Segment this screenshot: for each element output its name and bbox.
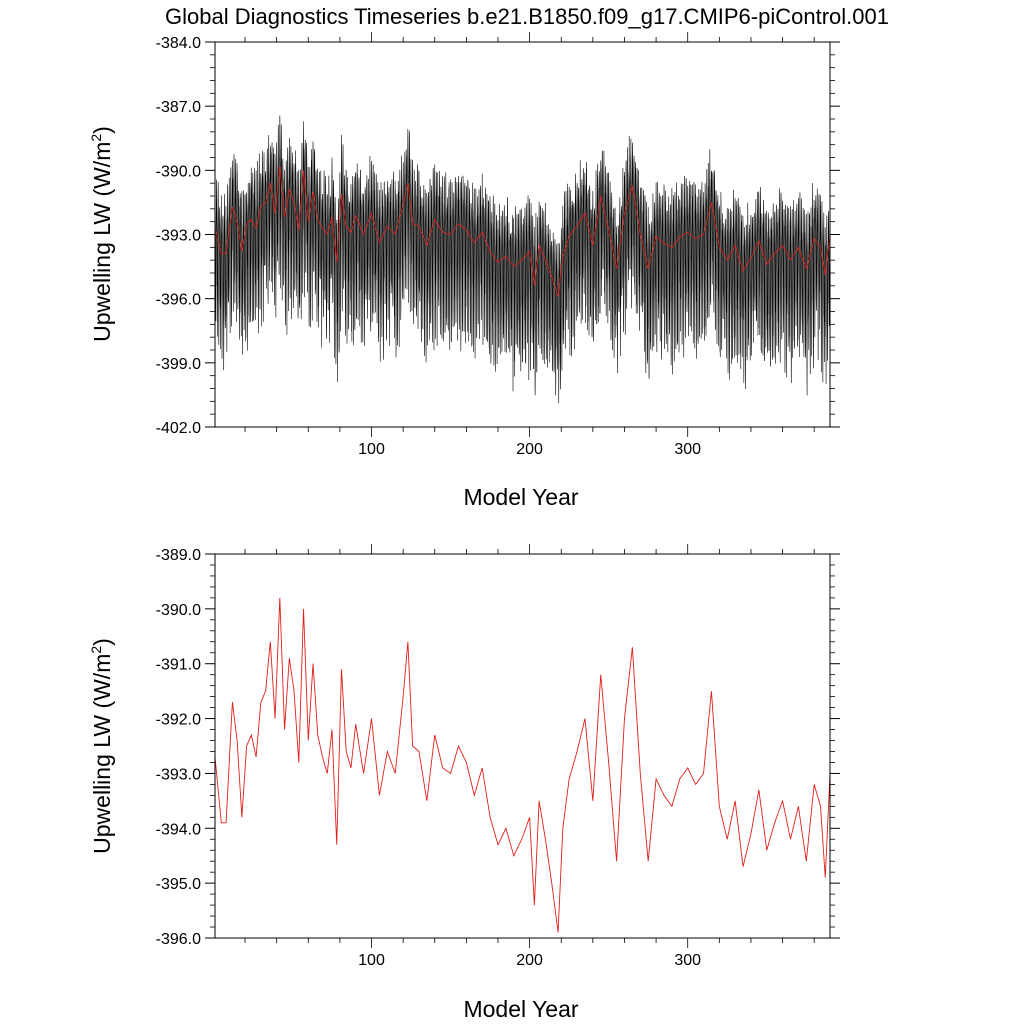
x-tick-label: 100 — [358, 952, 385, 969]
y-tick-label: -391.0 — [156, 657, 201, 674]
top-y-tick-labels: -384.0 -387.0 -390.0 -393.0 -396.0 -399.0 -402… — [156, 35, 201, 437]
annual-mean-series-line — [214, 166, 831, 297]
bottom-y-axis-label: Upwelling LW (W/m2) — [88, 638, 115, 854]
y-tick-label: -402.0 — [156, 420, 201, 437]
top-plot: -384.0 -387.0 -390.0 -393.0 -396.0 -399.0 -402… — [88, 32, 840, 510]
y-tick-label: -387.0 — [156, 99, 201, 116]
bottom-plot-frame — [205, 544, 840, 948]
y-tick-label: -396.0 — [156, 292, 201, 309]
x-tick-label: 100 — [358, 441, 385, 458]
y-tick-label: -396.0 — [156, 931, 201, 948]
bottom-y-tick-labels: -389.0 -390.0 -391.0 -392.0 -393.0 -394.0 -395… — [156, 547, 201, 948]
monthly-series-line — [214, 115, 831, 404]
top-x-tick-labels: 100 200 300 — [358, 441, 701, 458]
x-tick-label: 200 — [516, 952, 543, 969]
y-tick-label: -393.0 — [156, 228, 201, 245]
chart-title: Global Diagnostics Timeseries b.e21.B185… — [165, 4, 889, 29]
top-y-axis-label-main: Upwelling LW (W/m — [89, 142, 115, 342]
y-tick-label: -395.0 — [156, 876, 201, 893]
top-plot-frame — [205, 32, 840, 437]
y-tick-label: -392.0 — [156, 712, 201, 729]
top-y-axis-label-close: ) — [89, 126, 115, 134]
top-plot-area — [214, 115, 831, 404]
bottom-plot-area — [214, 597, 831, 933]
bottom-y-axis-label-close: ) — [89, 638, 115, 646]
bottom-y-axis-label-main: Upwelling LW (W/m — [89, 654, 115, 854]
plot-border — [214, 553, 831, 939]
top-y-axis-label: Upwelling LW (W/m2) — [88, 126, 115, 342]
y-tick-label: -393.0 — [156, 766, 201, 783]
top-x-axis-label: Model Year — [463, 484, 578, 510]
x-tick-label: 300 — [674, 441, 701, 458]
annual-mean-series-line — [214, 597, 831, 933]
bottom-x-tick-labels: 100 200 300 — [358, 952, 701, 969]
y-tick-label: -399.0 — [156, 356, 201, 373]
y-tick-label: -389.0 — [156, 547, 201, 564]
bottom-y-axis-label-sup: 2 — [88, 646, 104, 654]
bottom-plot: -389.0 -390.0 -391.0 -392.0 -393.0 -394.0 -395… — [88, 544, 840, 1022]
y-tick-label: -390.0 — [156, 602, 201, 619]
y-tick-label: -390.0 — [156, 163, 201, 180]
y-tick-label: -384.0 — [156, 35, 201, 52]
x-tick-label: 300 — [674, 952, 701, 969]
bottom-x-axis-label: Model Year — [463, 996, 578, 1022]
y-tick-label: -394.0 — [156, 821, 201, 838]
top-y-axis-label-sup: 2 — [88, 134, 104, 142]
x-tick-label: 200 — [516, 441, 543, 458]
